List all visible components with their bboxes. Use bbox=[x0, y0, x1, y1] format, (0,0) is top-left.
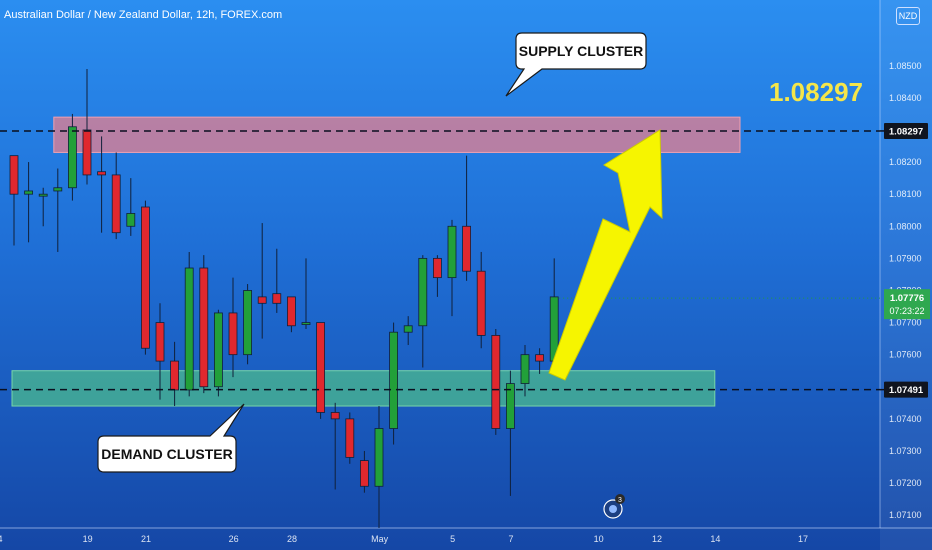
bearish-candle bbox=[9, 155, 19, 195]
bearish-candle bbox=[359, 460, 369, 487]
bullish-candle bbox=[418, 257, 428, 327]
target-price-text: 1.08297 bbox=[769, 77, 863, 107]
bearish-candle bbox=[257, 296, 267, 304]
supply-callout-box bbox=[505, 32, 647, 97]
bullish-candle bbox=[184, 267, 194, 391]
bullish-candle bbox=[213, 312, 223, 388]
current-price-label: 1.07776 bbox=[890, 293, 924, 304]
bearish-candle bbox=[82, 129, 92, 176]
y-tick-label: 1.07900 bbox=[889, 253, 922, 263]
bearish-candle bbox=[170, 360, 180, 391]
x-tick-label: 17 bbox=[798, 534, 808, 544]
y-tick-label: 1.08000 bbox=[889, 221, 922, 231]
bullish-candle bbox=[374, 428, 384, 487]
price-axis bbox=[880, 0, 932, 550]
event-count-label: 3 bbox=[618, 497, 622, 504]
event-count-badge bbox=[615, 494, 625, 504]
price-level-label: 1.07491 bbox=[889, 385, 924, 396]
price-level-tag bbox=[884, 122, 928, 139]
y-tick-label: 1.08400 bbox=[889, 93, 922, 103]
y-tick-label: 1.08500 bbox=[889, 61, 922, 71]
bullish-candle bbox=[403, 325, 413, 333]
y-tick-label: 1.07600 bbox=[889, 350, 922, 360]
bearish-candle bbox=[111, 174, 121, 234]
bearish-candle bbox=[286, 296, 296, 327]
y-tick-label: 1.08200 bbox=[889, 157, 922, 167]
bullish-candle bbox=[53, 187, 63, 192]
bullish-candle bbox=[389, 331, 399, 429]
x-tick-label: 10 bbox=[594, 534, 604, 544]
bullish-candle bbox=[243, 290, 253, 356]
bullish-candle bbox=[447, 225, 457, 279]
bearish-candle bbox=[330, 412, 340, 420]
currency-button[interactable]: NZD bbox=[896, 7, 920, 25]
bearish-candle bbox=[199, 267, 209, 388]
y-tick-label: 1.07700 bbox=[889, 318, 922, 328]
demand-callout-box bbox=[97, 403, 245, 473]
bullish-candle bbox=[301, 322, 311, 325]
y-tick-label: 1.07400 bbox=[889, 414, 922, 424]
price-level-label: 1.08297 bbox=[889, 126, 923, 137]
x-tick-label: 28 bbox=[287, 534, 297, 544]
projection-arrow bbox=[548, 129, 663, 381]
x-tick-label: 21 bbox=[141, 534, 151, 544]
x-tick-label: 19 bbox=[83, 534, 93, 544]
bearish-candle bbox=[432, 257, 442, 279]
bearish-candle bbox=[316, 322, 326, 413]
y-tick-label: 1.07200 bbox=[889, 478, 922, 488]
x-tick-label: 4 bbox=[0, 534, 3, 544]
bearish-candle bbox=[491, 335, 501, 429]
bullish-candle bbox=[38, 193, 48, 197]
bullish-candle bbox=[126, 213, 136, 227]
x-tick-label: 7 bbox=[508, 534, 513, 544]
bearish-candle bbox=[155, 322, 165, 362]
bearish-candle bbox=[476, 270, 486, 336]
bearish-candle bbox=[140, 206, 150, 349]
bullish-candle bbox=[24, 190, 34, 195]
bearish-candle bbox=[462, 225, 472, 272]
bullish-candle bbox=[520, 354, 530, 384]
y-tick-label: 1.08100 bbox=[889, 189, 922, 199]
bearish-candle bbox=[228, 312, 238, 356]
y-tick-label: 1.07100 bbox=[889, 510, 922, 520]
y-tick-label: 1.07300 bbox=[889, 446, 922, 456]
x-tick-label: May bbox=[371, 534, 389, 544]
supply-zone bbox=[53, 116, 741, 153]
demand-callout-label: DEMAND CLUSTER bbox=[101, 446, 232, 462]
current-price-tag bbox=[884, 289, 930, 320]
bearish-candle bbox=[345, 418, 355, 458]
x-tick-label: 26 bbox=[229, 534, 239, 544]
bearish-candle bbox=[272, 293, 282, 304]
bullish-candle bbox=[505, 383, 515, 429]
x-tick-label: 5 bbox=[450, 534, 455, 544]
countdown-label: 07:23:22 bbox=[889, 306, 924, 316]
price-level-tag bbox=[884, 381, 928, 398]
demand-zone bbox=[11, 370, 716, 407]
bullish-candle bbox=[68, 126, 77, 189]
x-tick-label: 12 bbox=[652, 534, 662, 544]
symbol-title: Australian Dollar / New Zealand Dollar, … bbox=[4, 9, 283, 21]
supply-callout-label: SUPPLY CLUSTER bbox=[519, 43, 643, 59]
event-badge-inner bbox=[609, 505, 617, 513]
bearish-candle bbox=[97, 171, 106, 176]
x-tick-label: 14 bbox=[710, 534, 720, 544]
bearish-candle bbox=[535, 354, 544, 362]
